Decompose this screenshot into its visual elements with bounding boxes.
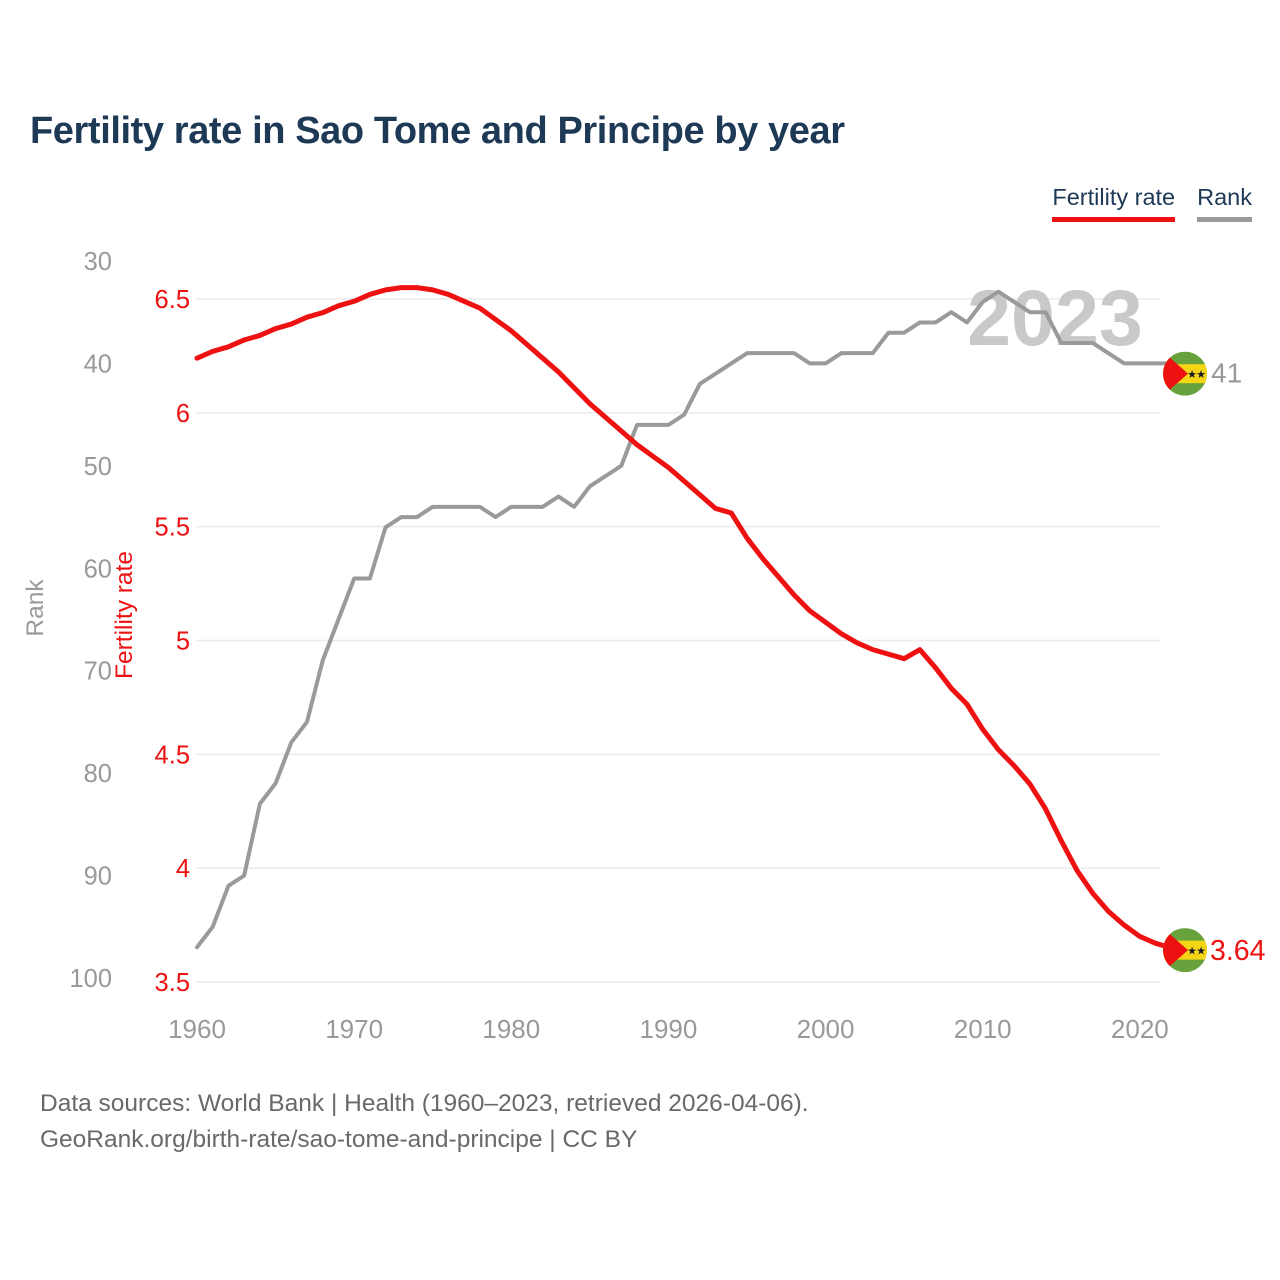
fertility-tick-label: 6.5 [155, 286, 190, 314]
legend-item-fertility-rate[interactable]: Fertility rate [1052, 184, 1176, 222]
year-tick-label: 1990 [640, 1014, 698, 1044]
year-tick-label: 2000 [797, 1014, 855, 1044]
fertility-tick-label: 4.5 [155, 741, 190, 769]
rank-tick-label: 100 [69, 965, 112, 993]
rank-tick-label: 80 [84, 760, 112, 788]
legend-label-fertility-rate: Fertility rate [1052, 184, 1176, 210]
year-tick-label: 1980 [482, 1014, 540, 1044]
fertility-axis-title: Fertility rate [111, 551, 138, 679]
footer-line-attribution: GeoRank.org/birth-rate/sao-tome-and-prin… [40, 1126, 638, 1153]
legend-item-rank[interactable]: Rank [1197, 185, 1252, 222]
flag-star: ★ [1187, 945, 1197, 957]
fertility-end-value: 3.64 [1210, 935, 1266, 967]
fertility-line [194, 285, 1190, 953]
legend-underline-fertility-rate [1052, 216, 1176, 222]
flag-star: ★ [1196, 945, 1206, 957]
rank-tick-label: 30 [84, 248, 112, 276]
flag-red-triangle [1163, 351, 1188, 396]
year-tick-label: 1970 [325, 1014, 383, 1044]
legend: Fertility rate Rank [1052, 185, 1252, 222]
fertility-tick-label: 5 [176, 628, 190, 656]
rank-line [195, 289, 1189, 950]
fertility-tick-label: 5.5 [155, 514, 190, 542]
year-tick-label: 2020 [1111, 1014, 1169, 1044]
flag-star: ★ [1187, 369, 1197, 381]
flag-red-triangle [1163, 928, 1188, 973]
rank-tick-label: 60 [84, 555, 112, 583]
footer-line-sources: Data sources: World Bank | Health (1960–… [40, 1090, 809, 1117]
rank-tick-label: 90 [84, 863, 112, 891]
year-tick-label: 2010 [954, 1014, 1012, 1044]
chart-title: Fertility rate in Sao Tome and Principe … [30, 110, 845, 152]
data-sources-footer: Data sources: World Bank | Health (1960–… [40, 1086, 809, 1158]
rank-tick-label: 70 [84, 658, 112, 686]
watermark-year: 2023 [967, 273, 1143, 362]
sao-tome-flag-icon: ★ ★ [1163, 928, 1207, 973]
flag-star: ★ [1196, 369, 1206, 381]
sao-tome-flag-icon: ★ ★ [1163, 351, 1207, 396]
legend-underline-rank [1197, 216, 1252, 222]
rank-tick-label: 50 [84, 453, 112, 481]
rank-axis-title: Rank [22, 579, 49, 637]
fertility-tick-label: 4 [176, 855, 190, 883]
rank-end-value: 41 [1211, 358, 1242, 389]
year-tick-label: 1960 [168, 1014, 226, 1044]
fertility-tick-label: 3.5 [155, 969, 190, 997]
fertility-tick-label: 6 [176, 400, 190, 428]
rank-tick-label: 40 [84, 350, 112, 378]
legend-label-rank: Rank [1197, 184, 1252, 210]
